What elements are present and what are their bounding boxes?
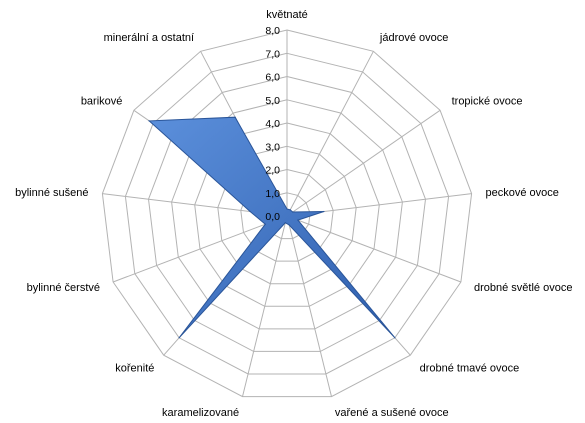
tick-label: 2,0 (265, 165, 280, 177)
grid-spoke-4 (286, 215, 462, 283)
category-label: minerální a ostatní (104, 32, 195, 44)
series-point-0-10 (249, 210, 251, 213)
category-label: barikové (81, 95, 123, 107)
category-label: peckové ovoce (486, 187, 559, 199)
series-point-0-7 (284, 222, 286, 224)
tick-label: 1,0 (265, 188, 280, 200)
series-point-0-5 (394, 337, 396, 339)
category-label: karamelizované (162, 407, 239, 418)
grid-spoke-9 (112, 215, 288, 283)
category-label: květnaté (266, 9, 308, 21)
tick-label: 5,0 (265, 95, 280, 107)
grid-spoke-7 (242, 215, 288, 397)
category-label: tropické ovoce (452, 95, 523, 107)
category-label: drobné světlé ovoce (474, 282, 572, 294)
grid-ring-6 (147, 75, 427, 352)
grid-spoke-2 (286, 109, 441, 217)
series-point-0-9 (264, 223, 266, 225)
series-point-0-4 (297, 219, 299, 221)
tick-label: 4,0 (265, 118, 280, 130)
tick-label: 7,0 (265, 48, 280, 60)
tick-label: 6,0 (265, 72, 280, 84)
category-label: kořenité (115, 363, 154, 375)
grid-spoke-6 (286, 215, 332, 397)
category-label: vařené a sušené ovoce (335, 407, 449, 418)
category-label: bylinné čerstvé (27, 282, 100, 294)
category-label: bylinné sušené (15, 187, 88, 199)
tick-label: 0,0 (265, 211, 280, 223)
series-point-0-11 (148, 120, 150, 122)
grid-ring-7 (124, 52, 450, 375)
series-point-0-0 (286, 208, 288, 210)
category-label: drobné tmavé ovoce (420, 363, 520, 375)
series-layer (147, 116, 396, 339)
category-labels: květnaté jádrové ovoce tropické ovoce pecko… (15, 9, 572, 419)
series-point-0-8 (178, 337, 180, 339)
series-point-0-3 (323, 210, 325, 213)
series-point-0-6 (288, 224, 290, 226)
grid-ring-5 (171, 99, 403, 330)
tick-labels: 0,0 1,0 2,0 3,0 4,0 5,0 6,0 7,0 8,0 (265, 25, 280, 223)
grid-spoke-1 (286, 51, 374, 217)
series-area-0 (147, 116, 396, 339)
grid-ring-8 (101, 29, 473, 398)
series-point-0-12 (234, 116, 236, 118)
category-label: jádrové ovoce (379, 32, 449, 44)
series-point-0-1 (289, 209, 291, 211)
tick-label: 8,0 (265, 25, 280, 37)
series-point-0-2 (292, 211, 294, 213)
tick-label: 3,0 (265, 141, 280, 153)
